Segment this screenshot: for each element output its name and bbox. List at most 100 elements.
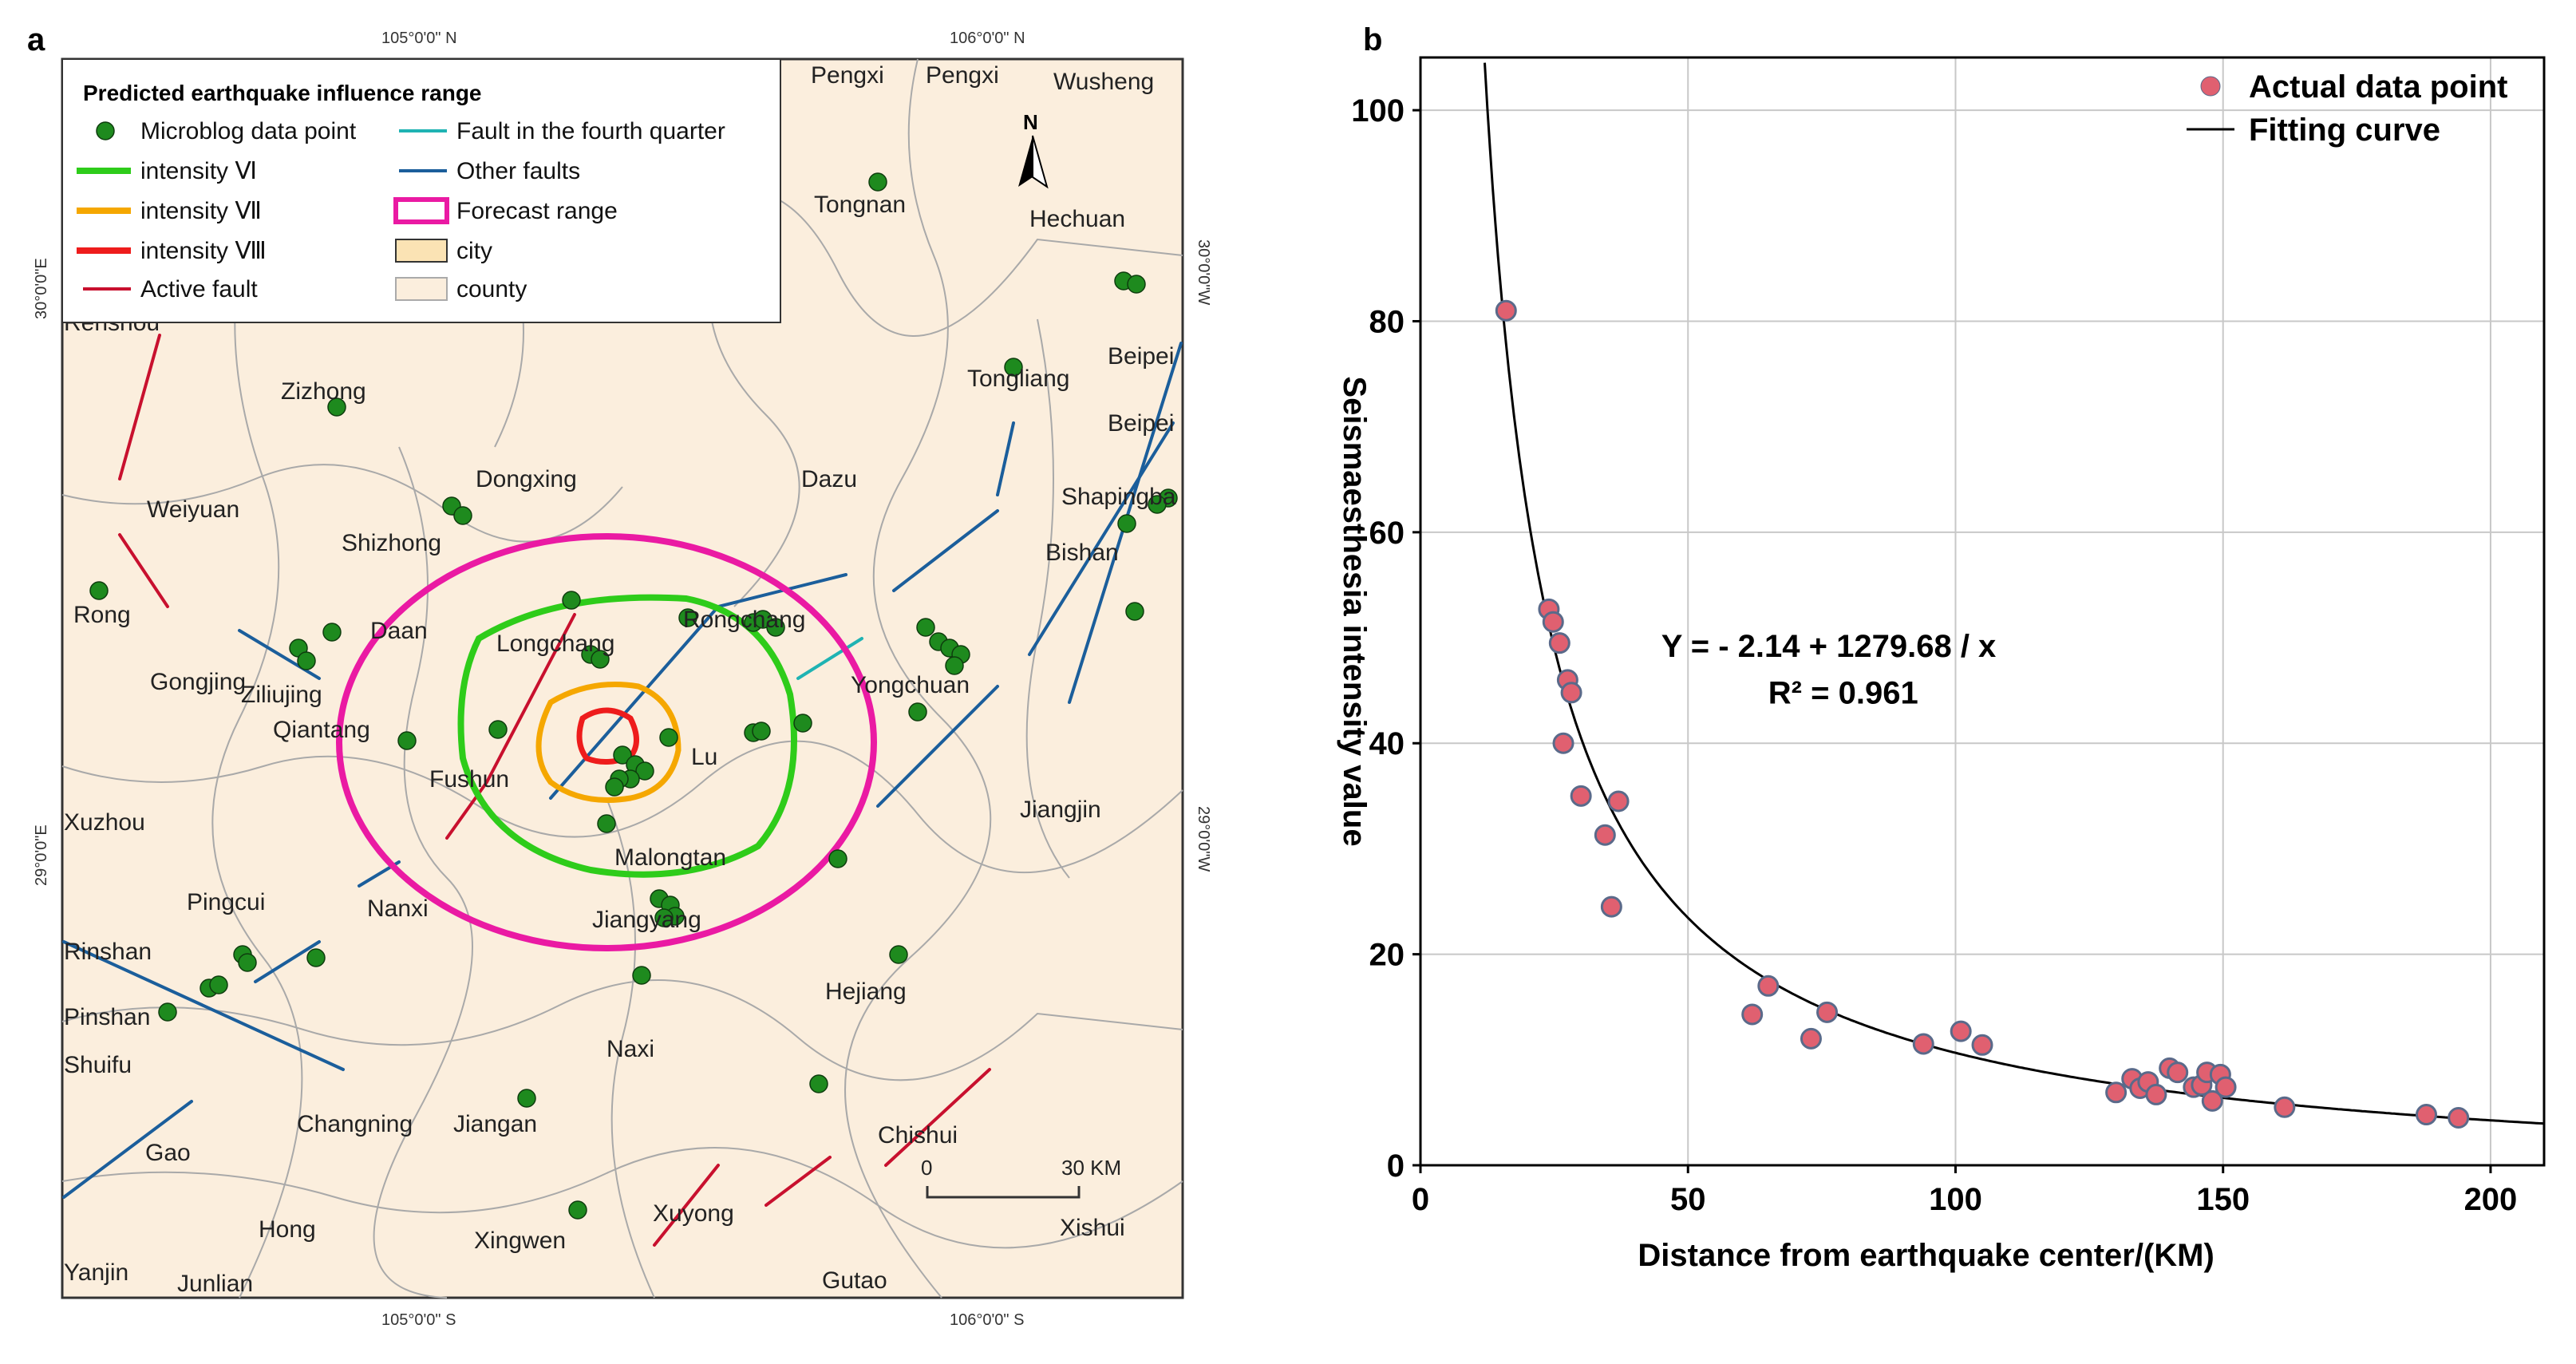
place-name: Fushun bbox=[429, 766, 509, 793]
grid-label-top: 105°0'0" N bbox=[381, 30, 457, 47]
place-name: Hechuan bbox=[1029, 206, 1125, 232]
x-axis-label: Distance from earthquake center/(KM) bbox=[1638, 1238, 2214, 1273]
data-point bbox=[2274, 1096, 2296, 1118]
chart-grid bbox=[1420, 57, 2544, 1165]
place-name: Lu bbox=[691, 744, 717, 770]
scatter-chart: 0 50 100 150 200 0 20 40 60 80 100 Distance from e… bbox=[1337, 56, 2546, 1273]
grid-label-left: 30°0'0"E bbox=[33, 258, 50, 319]
place-name: Longchang bbox=[496, 631, 614, 657]
place-name: Changning bbox=[297, 1111, 413, 1137]
map-panel: a bbox=[0, 0, 1221, 1360]
scale-bar-start: 0 bbox=[921, 1156, 932, 1180]
data-point bbox=[2214, 1076, 2237, 1098]
place-name: Xuyong bbox=[653, 1200, 734, 1227]
legend-label-fit: Fitting curve bbox=[2249, 113, 2440, 148]
place-name: Tongliang bbox=[967, 366, 1069, 392]
x-tick-label: 150 bbox=[2196, 1182, 2250, 1217]
y-tick-label: 40 bbox=[1369, 726, 1405, 761]
legend-point-marker bbox=[2200, 76, 2221, 97]
place-name: Wusheng bbox=[1053, 69, 1154, 95]
place-name: Dongxing bbox=[476, 466, 577, 492]
place-name: Qiantang bbox=[273, 717, 370, 743]
map-svg: Pengxi Pengxi Wusheng Tongnan Hechuan Re… bbox=[33, 30, 1212, 1329]
x-tick-label: 50 bbox=[1670, 1182, 1706, 1217]
place-name: Jiangan bbox=[453, 1111, 537, 1137]
place-name: Nanxi bbox=[367, 895, 429, 922]
fitting-curve-line bbox=[1484, 62, 2545, 1125]
forecast-range-ellipse bbox=[336, 533, 877, 951]
plot-frame bbox=[1419, 56, 2546, 1167]
chart-panel: b 0 50 100 150 200 0 20 40 60 80 100 Distance from… bbox=[1309, 0, 2576, 1360]
map-legend-label: intensity Ⅷ bbox=[140, 238, 267, 264]
place-name: Xingwen bbox=[474, 1228, 566, 1254]
place-name: Zizhong bbox=[281, 378, 366, 405]
north-arrow-icon bbox=[1018, 136, 1033, 187]
map-legend-label: Microblog data point bbox=[140, 118, 357, 144]
data-point bbox=[1495, 299, 1517, 322]
grid-label-left: 29°0'0"E bbox=[33, 824, 50, 886]
place-name: Pinshan bbox=[64, 1004, 150, 1030]
data-point bbox=[1594, 824, 1616, 846]
place-name: Malongtan bbox=[614, 844, 726, 871]
place-name: Hong bbox=[259, 1216, 316, 1243]
place-name: Yongchuan bbox=[851, 672, 970, 698]
place-name: Yanjin bbox=[64, 1259, 128, 1286]
place-name: Rinshan bbox=[64, 939, 152, 965]
fit-equation: Y = - 2.14 + 1279.68 / x bbox=[1661, 629, 1997, 664]
place-name: Tongnan bbox=[814, 192, 906, 218]
microblog-point-icon bbox=[96, 121, 115, 140]
data-points bbox=[1495, 299, 2470, 1129]
place-name: Jiangyang bbox=[592, 907, 701, 933]
y-tick-label: 60 bbox=[1369, 516, 1405, 551]
place-name: Rong bbox=[73, 602, 131, 628]
data-point bbox=[1800, 1027, 1822, 1050]
y-tick-label: 20 bbox=[1369, 938, 1405, 973]
data-point bbox=[1912, 1033, 1934, 1055]
place-name: Naxi bbox=[606, 1036, 654, 1062]
data-point bbox=[2105, 1081, 2128, 1104]
map-legend: Predicted earthquake influence range Mic… bbox=[61, 58, 781, 323]
chart-ticks: 0 50 100 150 200 0 20 40 60 80 100 bbox=[1351, 93, 2517, 1217]
intensity-6-contour bbox=[457, 594, 797, 878]
x-tick-label: 200 bbox=[2464, 1182, 2518, 1217]
map-legend-title: Predicted earthquake influence range bbox=[83, 81, 482, 105]
data-point bbox=[2201, 1089, 2223, 1112]
map-legend-label: Other faults bbox=[456, 158, 580, 184]
data-point bbox=[1607, 790, 1630, 812]
place-name: Shuifu bbox=[64, 1052, 132, 1078]
place-name: Gongjing bbox=[150, 669, 246, 695]
data-point bbox=[1548, 632, 1570, 654]
place-name: Bishan bbox=[1045, 540, 1119, 566]
data-point bbox=[1757, 975, 1780, 997]
data-point bbox=[1570, 785, 1592, 807]
place-name: Gutao bbox=[822, 1267, 887, 1294]
place-name: Weiyuan bbox=[147, 496, 239, 523]
grid-label-bottom: 106°0'0" S bbox=[950, 1311, 1024, 1329]
place-name: Ziliujing bbox=[241, 682, 322, 708]
x-tick-label: 0 bbox=[1412, 1182, 1429, 1217]
legend-label-actual: Actual data point bbox=[2249, 69, 2507, 105]
place-name: Gao bbox=[145, 1140, 191, 1166]
scale-bar: 0 30 KM bbox=[921, 1156, 1121, 1199]
data-point bbox=[1741, 1003, 1764, 1026]
place-name: Shizhong bbox=[342, 530, 441, 556]
place-name: Pengxi bbox=[926, 62, 999, 89]
map-legend-label: Fault in the fourth quarter bbox=[456, 118, 725, 144]
grid-label-right: 29°0'0"W bbox=[1195, 806, 1212, 872]
scale-bar-end: 30 KM bbox=[1061, 1156, 1121, 1180]
north-label: N bbox=[1023, 110, 1038, 134]
data-point bbox=[1950, 1020, 1972, 1042]
panel-b-letter: b bbox=[1363, 22, 1383, 57]
place-name: Shapingba bbox=[1061, 484, 1176, 510]
data-point bbox=[1560, 682, 1582, 704]
grid-labels: 105°0'0" N 106°0'0" N 105°0'0" S 106°0'0… bbox=[33, 30, 1212, 1329]
data-point bbox=[1600, 895, 1622, 918]
data-point bbox=[1971, 1034, 1993, 1056]
map-legend-label: intensity Ⅶ bbox=[140, 198, 262, 224]
place-name: Beipei bbox=[1108, 410, 1174, 437]
map-legend-label: Forecast range bbox=[456, 198, 618, 224]
place-name: Junlian bbox=[177, 1271, 253, 1297]
place-name: Daan bbox=[370, 618, 428, 644]
chart-legend: Actual data point Fitting curve bbox=[2187, 69, 2507, 148]
map-legend-label: county bbox=[456, 276, 527, 302]
